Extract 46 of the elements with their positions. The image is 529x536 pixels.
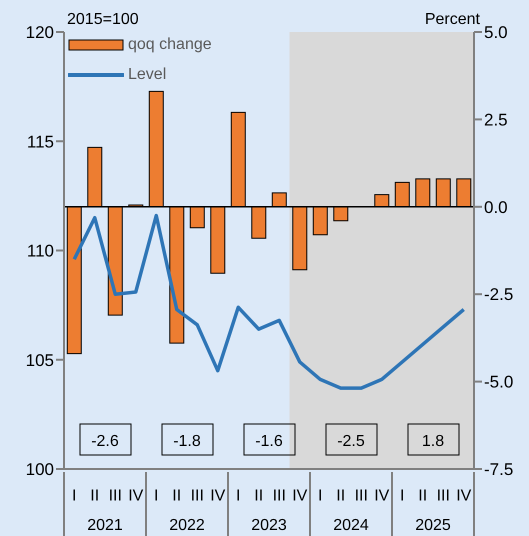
annotation: -2.6: [91, 433, 119, 450]
x-tick-label: I: [236, 487, 240, 504]
y2-tick-label: -7.5: [484, 460, 514, 480]
annotation: 1.8: [422, 433, 444, 450]
x-tick-label: III: [354, 487, 368, 504]
y2-tick-label: 5.0: [484, 23, 508, 42]
annotation: -2.5: [337, 433, 365, 450]
y-tick-label: 120: [26, 23, 54, 42]
y-tick-label: 115: [26, 132, 54, 152]
x-tick-label: IV: [456, 487, 472, 504]
x-tick-label: II: [90, 487, 100, 504]
x-tick-label: IV: [210, 487, 226, 504]
annotation: -1.8: [173, 433, 201, 450]
x-tick-label: III: [108, 487, 122, 504]
y2-axis-title: Percent: [424, 11, 481, 28]
x-tick-label: III: [272, 487, 286, 504]
x-tick-label: II: [418, 487, 428, 504]
x-tick-label: II: [254, 487, 264, 504]
text: 2021: [87, 517, 123, 534]
y-tick-label: 105: [26, 350, 54, 370]
x-tick-label: I: [318, 487, 322, 504]
text: 2024: [333, 517, 369, 534]
x-tick-label: III: [436, 487, 450, 504]
y-tick-label: 100: [26, 460, 54, 480]
y-axis-title: 2015=100: [67, 11, 139, 28]
x-tick-label: II: [336, 487, 346, 504]
legend-label: Level: [128, 66, 166, 84]
y2-tick-label: 2.5: [484, 110, 508, 130]
y-tick-label: 110: [26, 242, 54, 261]
y2-tick-label: 0.0: [484, 198, 508, 217]
x-tick-label: IV: [128, 487, 144, 504]
x-tick-label: I: [154, 487, 158, 504]
text: 2022: [169, 517, 205, 534]
annotation: -1.6: [255, 433, 283, 450]
line-series: [72, 214, 466, 390]
legend-label: qoq change: [128, 36, 212, 54]
x-tick-label: IV: [292, 487, 308, 504]
x-tick-label: II: [172, 487, 182, 504]
x-tick-label: I: [400, 487, 404, 504]
x-tick-label: IV: [374, 487, 390, 504]
y2-tick-label: -2.5: [484, 285, 514, 304]
x-tick-label: I: [72, 487, 76, 504]
text: 2023: [251, 517, 287, 534]
x-tick-label: III: [190, 487, 204, 504]
text: 2025: [415, 517, 451, 534]
y2-tick-label: -5.0: [484, 372, 514, 392]
